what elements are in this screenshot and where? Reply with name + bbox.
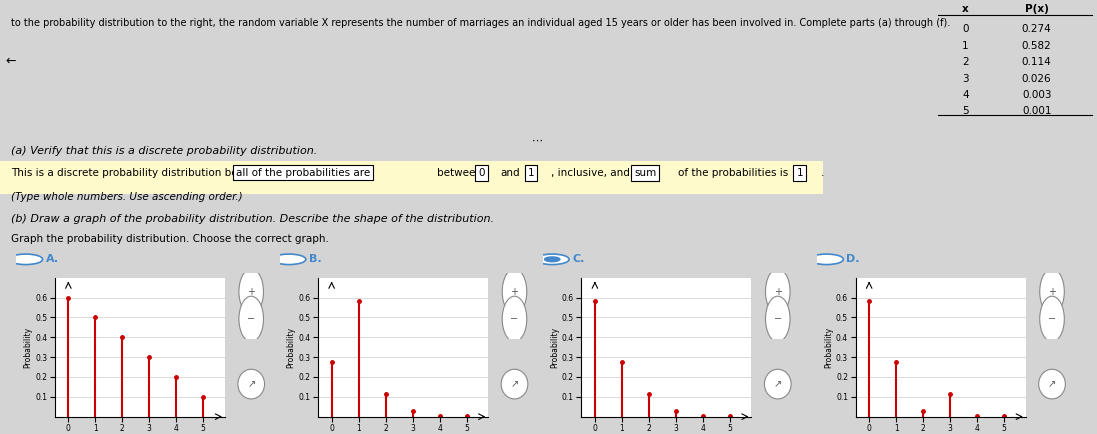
Text: ↗: ↗ xyxy=(510,379,519,389)
Y-axis label: Probability: Probability xyxy=(286,327,295,368)
Text: Graph the probability distribution. Choose the correct graph.: Graph the probability distribution. Choo… xyxy=(11,234,329,244)
Circle shape xyxy=(9,254,43,265)
Text: +: + xyxy=(247,286,256,297)
Y-axis label: Probability: Probability xyxy=(23,327,32,368)
Text: +: + xyxy=(1048,286,1056,297)
Text: ↗: ↗ xyxy=(247,379,256,389)
Circle shape xyxy=(239,296,263,342)
Text: (a) Verify that this is a discrete probability distribution.: (a) Verify that this is a discrete proba… xyxy=(11,146,317,156)
Text: x: x xyxy=(962,3,969,13)
Text: 0.001: 0.001 xyxy=(1022,106,1051,116)
Text: This is a discrete probability distribution because: This is a discrete probability distribut… xyxy=(11,168,269,178)
Circle shape xyxy=(1040,269,1064,314)
Text: ↗: ↗ xyxy=(773,379,782,389)
Text: sum: sum xyxy=(634,168,656,178)
Circle shape xyxy=(502,269,527,314)
Text: P(x): P(x) xyxy=(1025,3,1049,13)
Text: 0.274: 0.274 xyxy=(1021,24,1052,34)
Y-axis label: Probability: Probability xyxy=(550,327,558,368)
Text: 0.003: 0.003 xyxy=(1022,90,1051,100)
Text: 0.582: 0.582 xyxy=(1021,41,1052,51)
Text: ↗: ↗ xyxy=(1048,379,1056,389)
Text: 1: 1 xyxy=(796,168,803,178)
Text: 1: 1 xyxy=(962,41,969,51)
Text: −: − xyxy=(247,314,256,324)
Circle shape xyxy=(501,369,528,399)
Circle shape xyxy=(766,269,790,314)
Text: 4: 4 xyxy=(962,90,969,100)
Text: of the probabilities is: of the probabilities is xyxy=(678,168,789,178)
Text: all of the probabilities are: all of the probabilities are xyxy=(236,168,370,178)
Text: , inclusive, and the: , inclusive, and the xyxy=(551,168,649,178)
Text: +: + xyxy=(773,286,782,297)
Text: A.: A. xyxy=(46,254,59,264)
Circle shape xyxy=(272,254,306,265)
Text: B.: B. xyxy=(309,254,321,264)
Circle shape xyxy=(810,254,844,265)
Circle shape xyxy=(239,269,263,314)
Circle shape xyxy=(1040,296,1064,342)
Text: D.: D. xyxy=(847,254,860,264)
Text: (b) Draw a graph of the probability distribution. Describe the shape of the dist: (b) Draw a graph of the probability dist… xyxy=(11,214,494,224)
Text: ⋯: ⋯ xyxy=(532,136,543,146)
Text: C.: C. xyxy=(573,254,585,264)
Circle shape xyxy=(544,257,559,262)
Text: ←: ← xyxy=(5,55,16,68)
Text: (Type whole numbers. Use ascending order.): (Type whole numbers. Use ascending order… xyxy=(11,192,242,202)
Text: +: + xyxy=(510,286,519,297)
Y-axis label: Probability: Probability xyxy=(824,327,833,368)
Text: −: − xyxy=(773,314,782,324)
Text: to the probability distribution to the right, the random variable X represents t: to the probability distribution to the r… xyxy=(11,18,950,28)
Text: 0: 0 xyxy=(478,168,485,178)
Text: 0.026: 0.026 xyxy=(1021,73,1052,83)
Text: 2: 2 xyxy=(962,57,969,67)
Text: .: . xyxy=(821,168,824,178)
Text: 5: 5 xyxy=(962,106,969,116)
Text: −: − xyxy=(1048,314,1056,324)
Circle shape xyxy=(535,254,569,265)
Circle shape xyxy=(766,296,790,342)
Text: 3: 3 xyxy=(962,73,969,83)
Text: 1: 1 xyxy=(528,168,534,178)
Circle shape xyxy=(502,296,527,342)
Text: and: and xyxy=(500,168,520,178)
Circle shape xyxy=(765,369,791,399)
Text: 0.114: 0.114 xyxy=(1021,57,1052,67)
Text: between: between xyxy=(437,168,482,178)
Text: 0: 0 xyxy=(962,24,969,34)
Circle shape xyxy=(238,369,264,399)
FancyBboxPatch shape xyxy=(0,161,823,194)
Circle shape xyxy=(1039,369,1065,399)
Text: −: − xyxy=(510,314,519,324)
